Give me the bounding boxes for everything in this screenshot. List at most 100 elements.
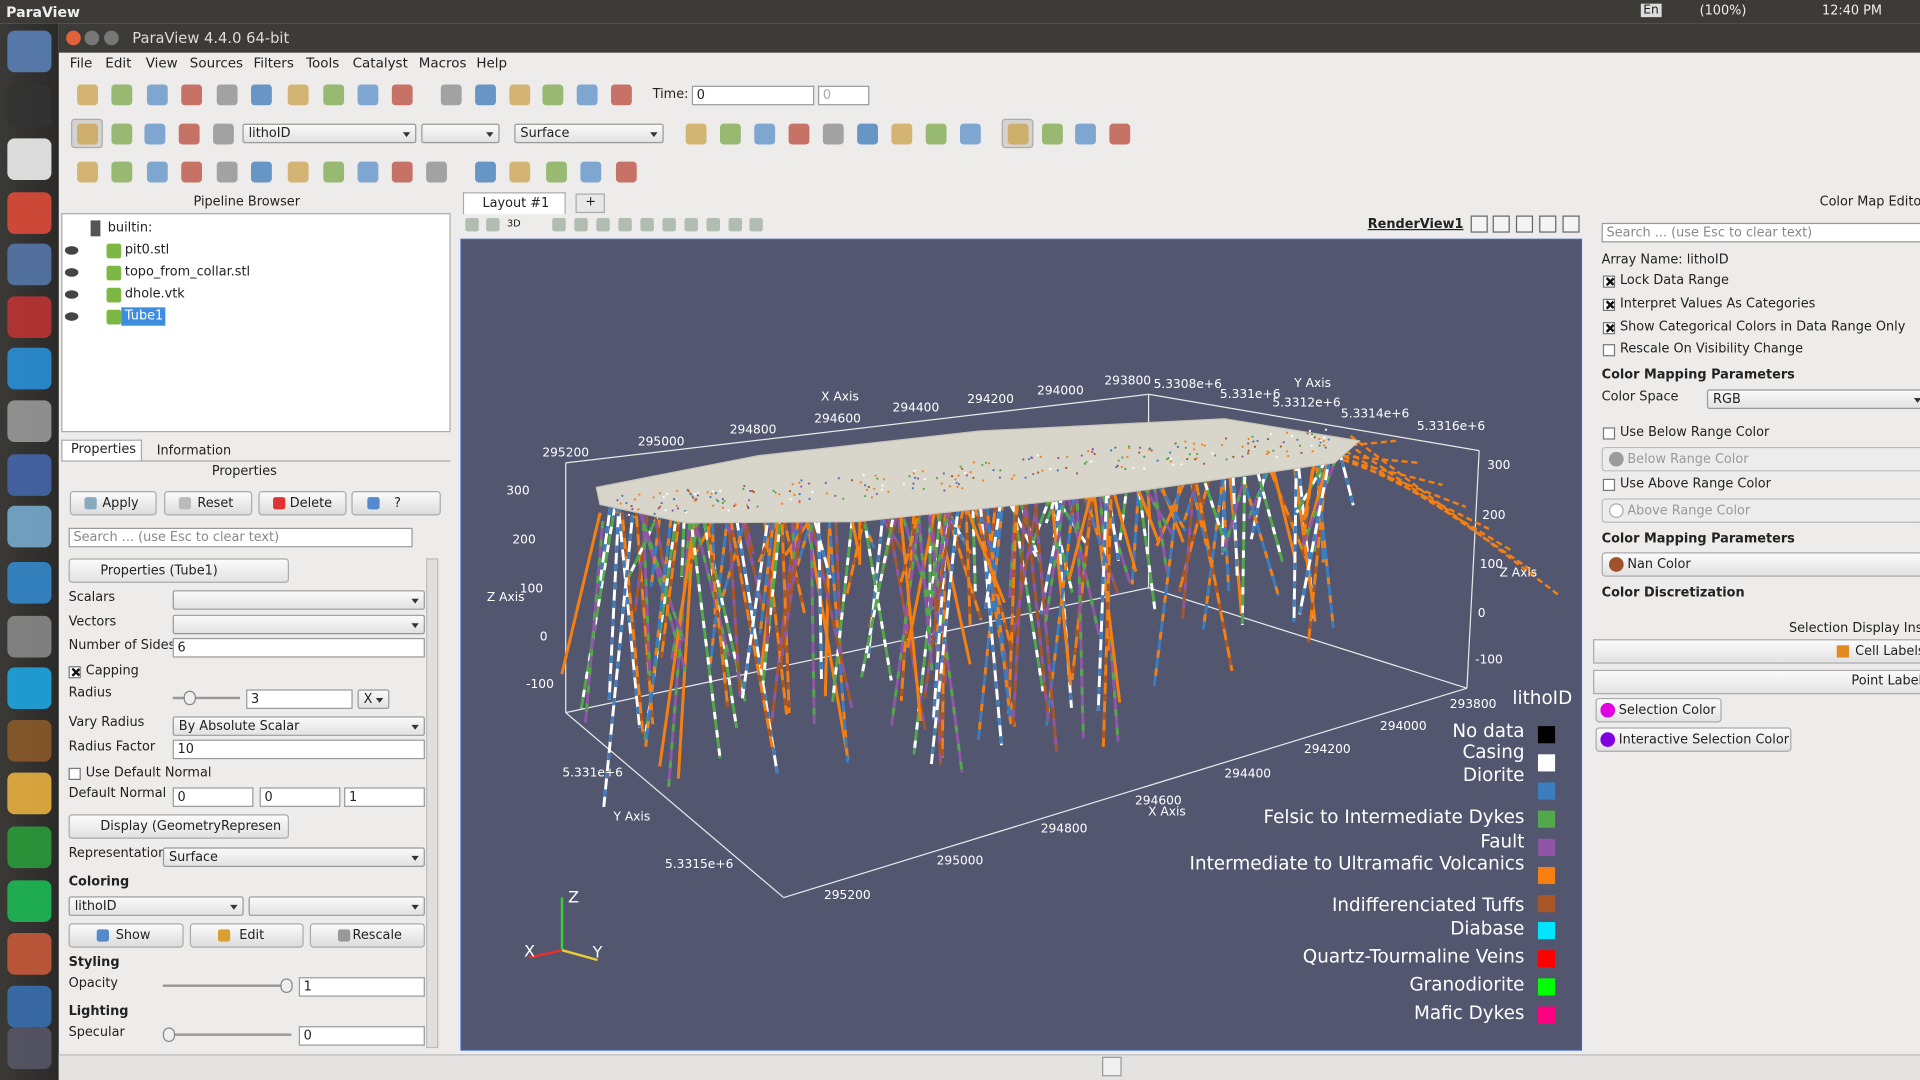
launcher-icon[interactable]: [7, 296, 52, 338]
coloring-button-box[interactable]: [189, 923, 304, 948]
component-box[interactable]: [421, 123, 500, 144]
pipeline-item[interactable]: topo_from_collar.stl: [124, 264, 251, 280]
checkbox[interactable]: [1602, 344, 1616, 357]
menu-item[interactable]: View: [145, 55, 178, 72]
view-tool[interactable]: [684, 217, 698, 232]
launcher-icon[interactable]: [7, 772, 52, 815]
launcher-icon[interactable]: [7, 347, 52, 390]
view-button[interactable]: [1470, 215, 1488, 233]
point-labels[interactable]: Point Labels: [1851, 673, 1920, 689]
color-button[interactable]: [1601, 498, 1920, 523]
launcher-icon[interactable]: [7, 985, 52, 1028]
representation-box[interactable]: [514, 123, 664, 144]
checkbox[interactable]: [1602, 427, 1616, 440]
visibility-icon[interactable]: [64, 268, 79, 277]
launcher-icon[interactable]: [7, 1027, 52, 1069]
coloring-button-box[interactable]: [309, 923, 425, 948]
toolbar-button[interactable]: [146, 161, 168, 183]
checkbox[interactable]: [68, 666, 81, 679]
view-button[interactable]: [1562, 215, 1580, 233]
toolbar-button[interactable]: [822, 123, 844, 145]
color-button[interactable]: [1601, 446, 1920, 472]
time-field-box[interactable]: [691, 85, 815, 106]
window-button[interactable]: [66, 30, 81, 46]
launcher-icon[interactable]: [7, 505, 52, 548]
new-tab-label[interactable]: +: [585, 194, 597, 210]
toolbar-button[interactable]: [611, 84, 632, 106]
color-space-box[interactable]: [1706, 389, 1920, 409]
action-button[interactable]: Reset: [197, 495, 234, 511]
pipeline-item[interactable]: dhole.vtk: [124, 286, 185, 302]
scalars-box[interactable]: [172, 590, 425, 610]
colormap-search-box[interactable]: [1601, 222, 1920, 243]
button[interactable]: [1595, 727, 1792, 752]
menu-item[interactable]: Tools: [306, 55, 340, 72]
launcher-icon[interactable]: [7, 720, 52, 762]
toolbar-button[interactable]: [357, 161, 379, 183]
toolbar-button[interactable]: [580, 161, 602, 183]
menu-item[interactable]: Sources: [189, 55, 244, 72]
toolbar-button[interactable]: [475, 84, 496, 106]
default-normal-box[interactable]: [259, 787, 341, 807]
visibility-icon[interactable]: [64, 246, 79, 255]
checkbox[interactable]: [1602, 298, 1616, 312]
view-tool[interactable]: [728, 217, 743, 232]
toolbar-button[interactable]: [426, 161, 447, 183]
action-button-box[interactable]: [351, 491, 441, 516]
toolbar-button[interactable]: [77, 161, 98, 183]
launcher-icon[interactable]: [7, 562, 52, 604]
view-tool[interactable]: [618, 217, 632, 232]
tab-label[interactable]: Properties: [71, 442, 137, 457]
menu-item[interactable]: File: [69, 55, 93, 72]
toolbar-button[interactable]: [1007, 123, 1029, 145]
visibility-icon[interactable]: [64, 290, 79, 299]
toolbar-button[interactable]: [357, 84, 379, 106]
toolbar-button[interactable]: [1109, 123, 1131, 145]
action-button[interactable]: Delete: [289, 495, 333, 511]
toolbar-button[interactable]: [576, 84, 598, 106]
view-3d-toggle[interactable]: 3D: [506, 217, 521, 229]
radius-axis-box[interactable]: [357, 689, 390, 709]
slider-handle[interactable]: [183, 690, 196, 706]
opacity-box[interactable]: [298, 977, 425, 997]
radius-factor-box[interactable]: [172, 739, 425, 760]
wide-button[interactable]: [1593, 669, 1920, 695]
view-tool[interactable]: [552, 217, 566, 232]
action-button[interactable]: Apply: [102, 495, 139, 511]
toolbar-button[interactable]: [111, 161, 133, 183]
pipeline-item[interactable]: builtin:: [107, 220, 153, 236]
action-button[interactable]: ?: [394, 495, 401, 511]
toolbar-button[interactable]: [754, 123, 776, 145]
selection-color[interactable]: Selection Color: [1618, 702, 1716, 718]
status-button[interactable]: [1102, 1056, 1122, 1077]
launcher-icon[interactable]: [7, 880, 52, 923]
toolbar-button[interactable]: [509, 84, 531, 106]
checkbox[interactable]: [1602, 478, 1616, 492]
slider-handle[interactable]: [162, 1027, 176, 1043]
toolbar-button[interactable]: [178, 123, 200, 145]
launcher-icon[interactable]: [7, 192, 52, 234]
display-representation-box[interactable]: [162, 847, 425, 867]
toolbar-button[interactable]: [960, 123, 981, 145]
toolbar-button[interactable]: [891, 123, 913, 145]
section[interactable]: [68, 814, 289, 839]
time-index-box[interactable]: [817, 85, 870, 106]
menu-item[interactable]: Help: [476, 55, 508, 72]
toolbar-button[interactable]: [391, 161, 413, 183]
slider-handle[interactable]: [280, 978, 293, 994]
toolbar-button[interactable]: [77, 123, 98, 145]
toolbar-button[interactable]: [216, 84, 238, 106]
view-tool[interactable]: [706, 217, 721, 232]
view-tool[interactable]: [574, 217, 588, 232]
pipeline-item[interactable]: pit0.stl: [124, 242, 170, 258]
section[interactable]: [68, 558, 289, 583]
window-button[interactable]: [104, 30, 119, 46]
tab-label[interactable]: Information: [156, 443, 232, 458]
launcher-icon[interactable]: [7, 933, 52, 975]
color-array-box[interactable]: [242, 123, 417, 144]
toolbar-button[interactable]: [440, 84, 462, 106]
coloring-button[interactable]: Edit: [239, 928, 265, 943]
view-tool[interactable]: [640, 217, 654, 232]
toolbar-button[interactable]: [216, 161, 238, 183]
checkbox[interactable]: [1602, 322, 1616, 335]
